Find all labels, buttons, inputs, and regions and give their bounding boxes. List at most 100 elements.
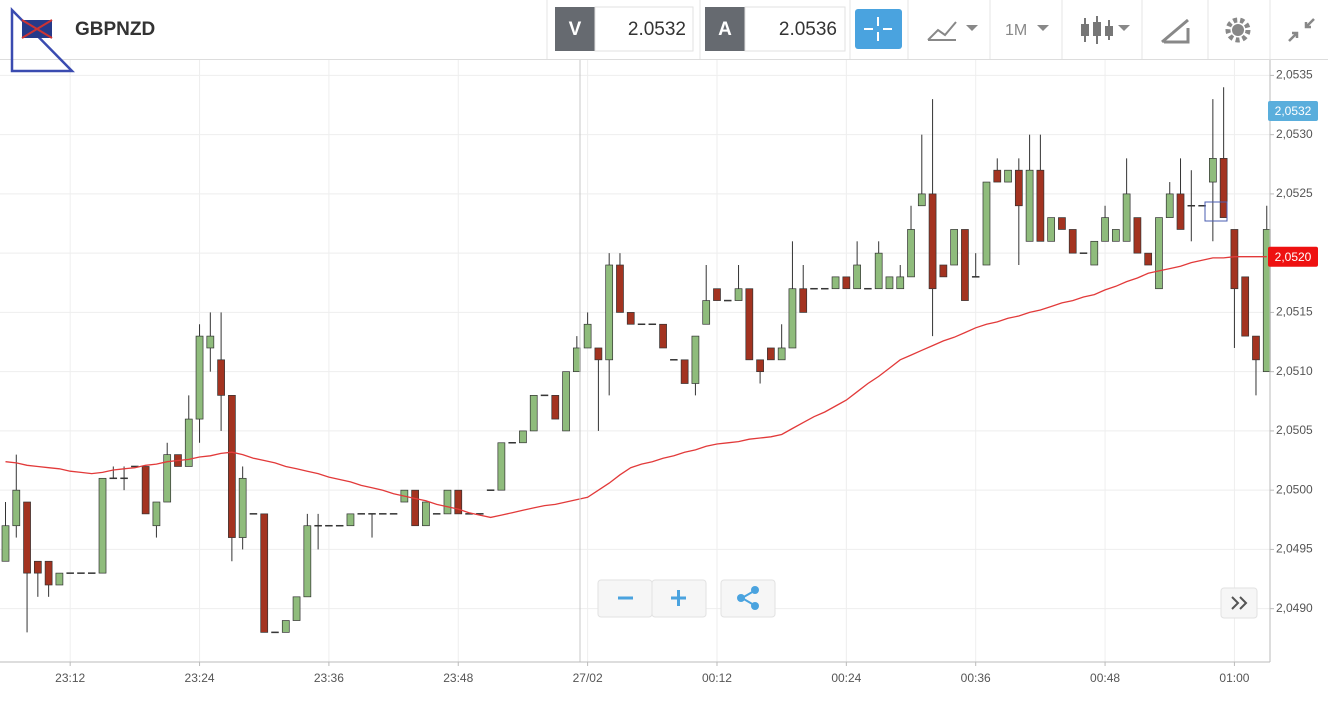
candle-body <box>1068 229 1077 254</box>
price-tag <box>1268 100 1318 121</box>
timeframe[interactable]: 1M <box>1005 22 1027 39</box>
candle-body <box>724 299 732 302</box>
candle-body <box>864 287 872 290</box>
x-tick-label: 23:24 <box>185 671 215 685</box>
candle-body <box>357 513 365 515</box>
candle-body <box>206 335 215 349</box>
dropdown-arrow <box>1118 25 1130 31</box>
candle-body <box>1187 205 1196 207</box>
price-tag-label: 2,0520 <box>1275 250 1312 264</box>
candle-body <box>77 572 85 574</box>
settings-icon[interactable] <box>1225 17 1251 43</box>
candle-body <box>1133 217 1142 254</box>
candle-body <box>1090 240 1099 266</box>
candle-body <box>971 276 980 278</box>
candle-body <box>734 288 743 301</box>
candles-icon-body <box>1093 22 1101 36</box>
candle-body <box>23 501 31 574</box>
candle-body <box>594 347 603 361</box>
candle-body <box>821 287 829 290</box>
y-tick-label: 2,0515 <box>1276 305 1313 319</box>
zoom-controls <box>597 579 1258 619</box>
ask-badge[interactable] <box>705 7 745 51</box>
y-tick-label: 2,0500 <box>1276 482 1313 496</box>
chart-type-icon[interactable] <box>927 21 957 41</box>
candle-body <box>982 181 991 266</box>
candle-body <box>98 477 107 574</box>
candle-body <box>195 335 204 420</box>
candle-body <box>874 252 883 290</box>
candle-body <box>1155 217 1163 290</box>
candle-body <box>314 524 322 527</box>
candle-body <box>141 466 150 515</box>
y-tick-label: 2,0525 <box>1276 186 1313 200</box>
candle-body <box>109 477 118 480</box>
candle-body <box>540 394 549 397</box>
candle-body <box>799 288 808 313</box>
bid-label: V <box>569 19 582 40</box>
candle-body <box>777 347 786 361</box>
candle-body <box>281 620 290 633</box>
candle-body <box>616 264 624 313</box>
ask-box[interactable] <box>744 6 846 52</box>
candle-body <box>1241 276 1250 337</box>
candle-body <box>1219 158 1228 218</box>
candle-body <box>1230 229 1239 290</box>
candle-body <box>626 312 635 325</box>
candle-body <box>583 323 592 349</box>
candle-body <box>87 572 96 574</box>
candle-body <box>184 418 193 467</box>
symbol[interactable]: GBPNZD <box>75 19 155 40</box>
y-tick-label: 2,0530 <box>1276 127 1313 141</box>
candle-body <box>767 347 775 361</box>
candle-body <box>260 513 269 633</box>
candle-body <box>217 359 225 396</box>
bid-box[interactable] <box>594 6 694 52</box>
candle-body <box>66 572 74 574</box>
candle-body <box>907 229 915 278</box>
candle-body <box>1004 169 1012 183</box>
candle-body <box>389 513 398 515</box>
candle-body <box>648 323 657 326</box>
candle-body <box>152 501 161 527</box>
draw-icon[interactable] <box>1161 18 1190 44</box>
candle-body <box>1058 217 1066 230</box>
candle-body <box>411 489 419 527</box>
y-tick-label: 2,0510 <box>1276 364 1313 378</box>
candle-body <box>335 524 344 527</box>
candle-body <box>519 430 527 444</box>
candle-body <box>379 513 387 515</box>
candle-body <box>1025 169 1034 242</box>
crosshair-button[interactable] <box>855 9 902 49</box>
candle-body <box>33 560 42 574</box>
ask-price: 2.0536 <box>779 19 837 40</box>
candle-body <box>745 288 754 361</box>
candle-body <box>55 572 64 586</box>
bid-price: 2.0532 <box>628 19 686 40</box>
candle-body <box>1122 193 1131 242</box>
candle-body <box>1047 217 1056 242</box>
candle-body <box>691 335 700 384</box>
candles-icon-body <box>1105 26 1113 36</box>
y-tick-label: 2,0505 <box>1276 423 1313 437</box>
collapse-icon[interactable] <box>1288 18 1315 42</box>
candle-body <box>950 229 958 266</box>
flag-cross <box>21 19 53 39</box>
candle-body <box>961 229 969 301</box>
ask-label: A <box>718 19 732 40</box>
moving-average <box>5 256 1267 519</box>
candle-body <box>680 359 689 384</box>
share-dot <box>751 586 759 594</box>
candle-body <box>1165 193 1174 218</box>
settings-icon-core <box>1232 24 1244 36</box>
candle-body <box>670 359 678 361</box>
candle-body <box>271 631 279 634</box>
bid-badge[interactable] <box>555 7 595 51</box>
candle-body <box>853 264 861 290</box>
candle-body <box>605 264 614 361</box>
candle-body <box>756 359 764 373</box>
y-tick-label: 2,0490 <box>1276 601 1313 615</box>
candle-body <box>1198 205 1206 207</box>
share-button[interactable] <box>720 579 776 618</box>
